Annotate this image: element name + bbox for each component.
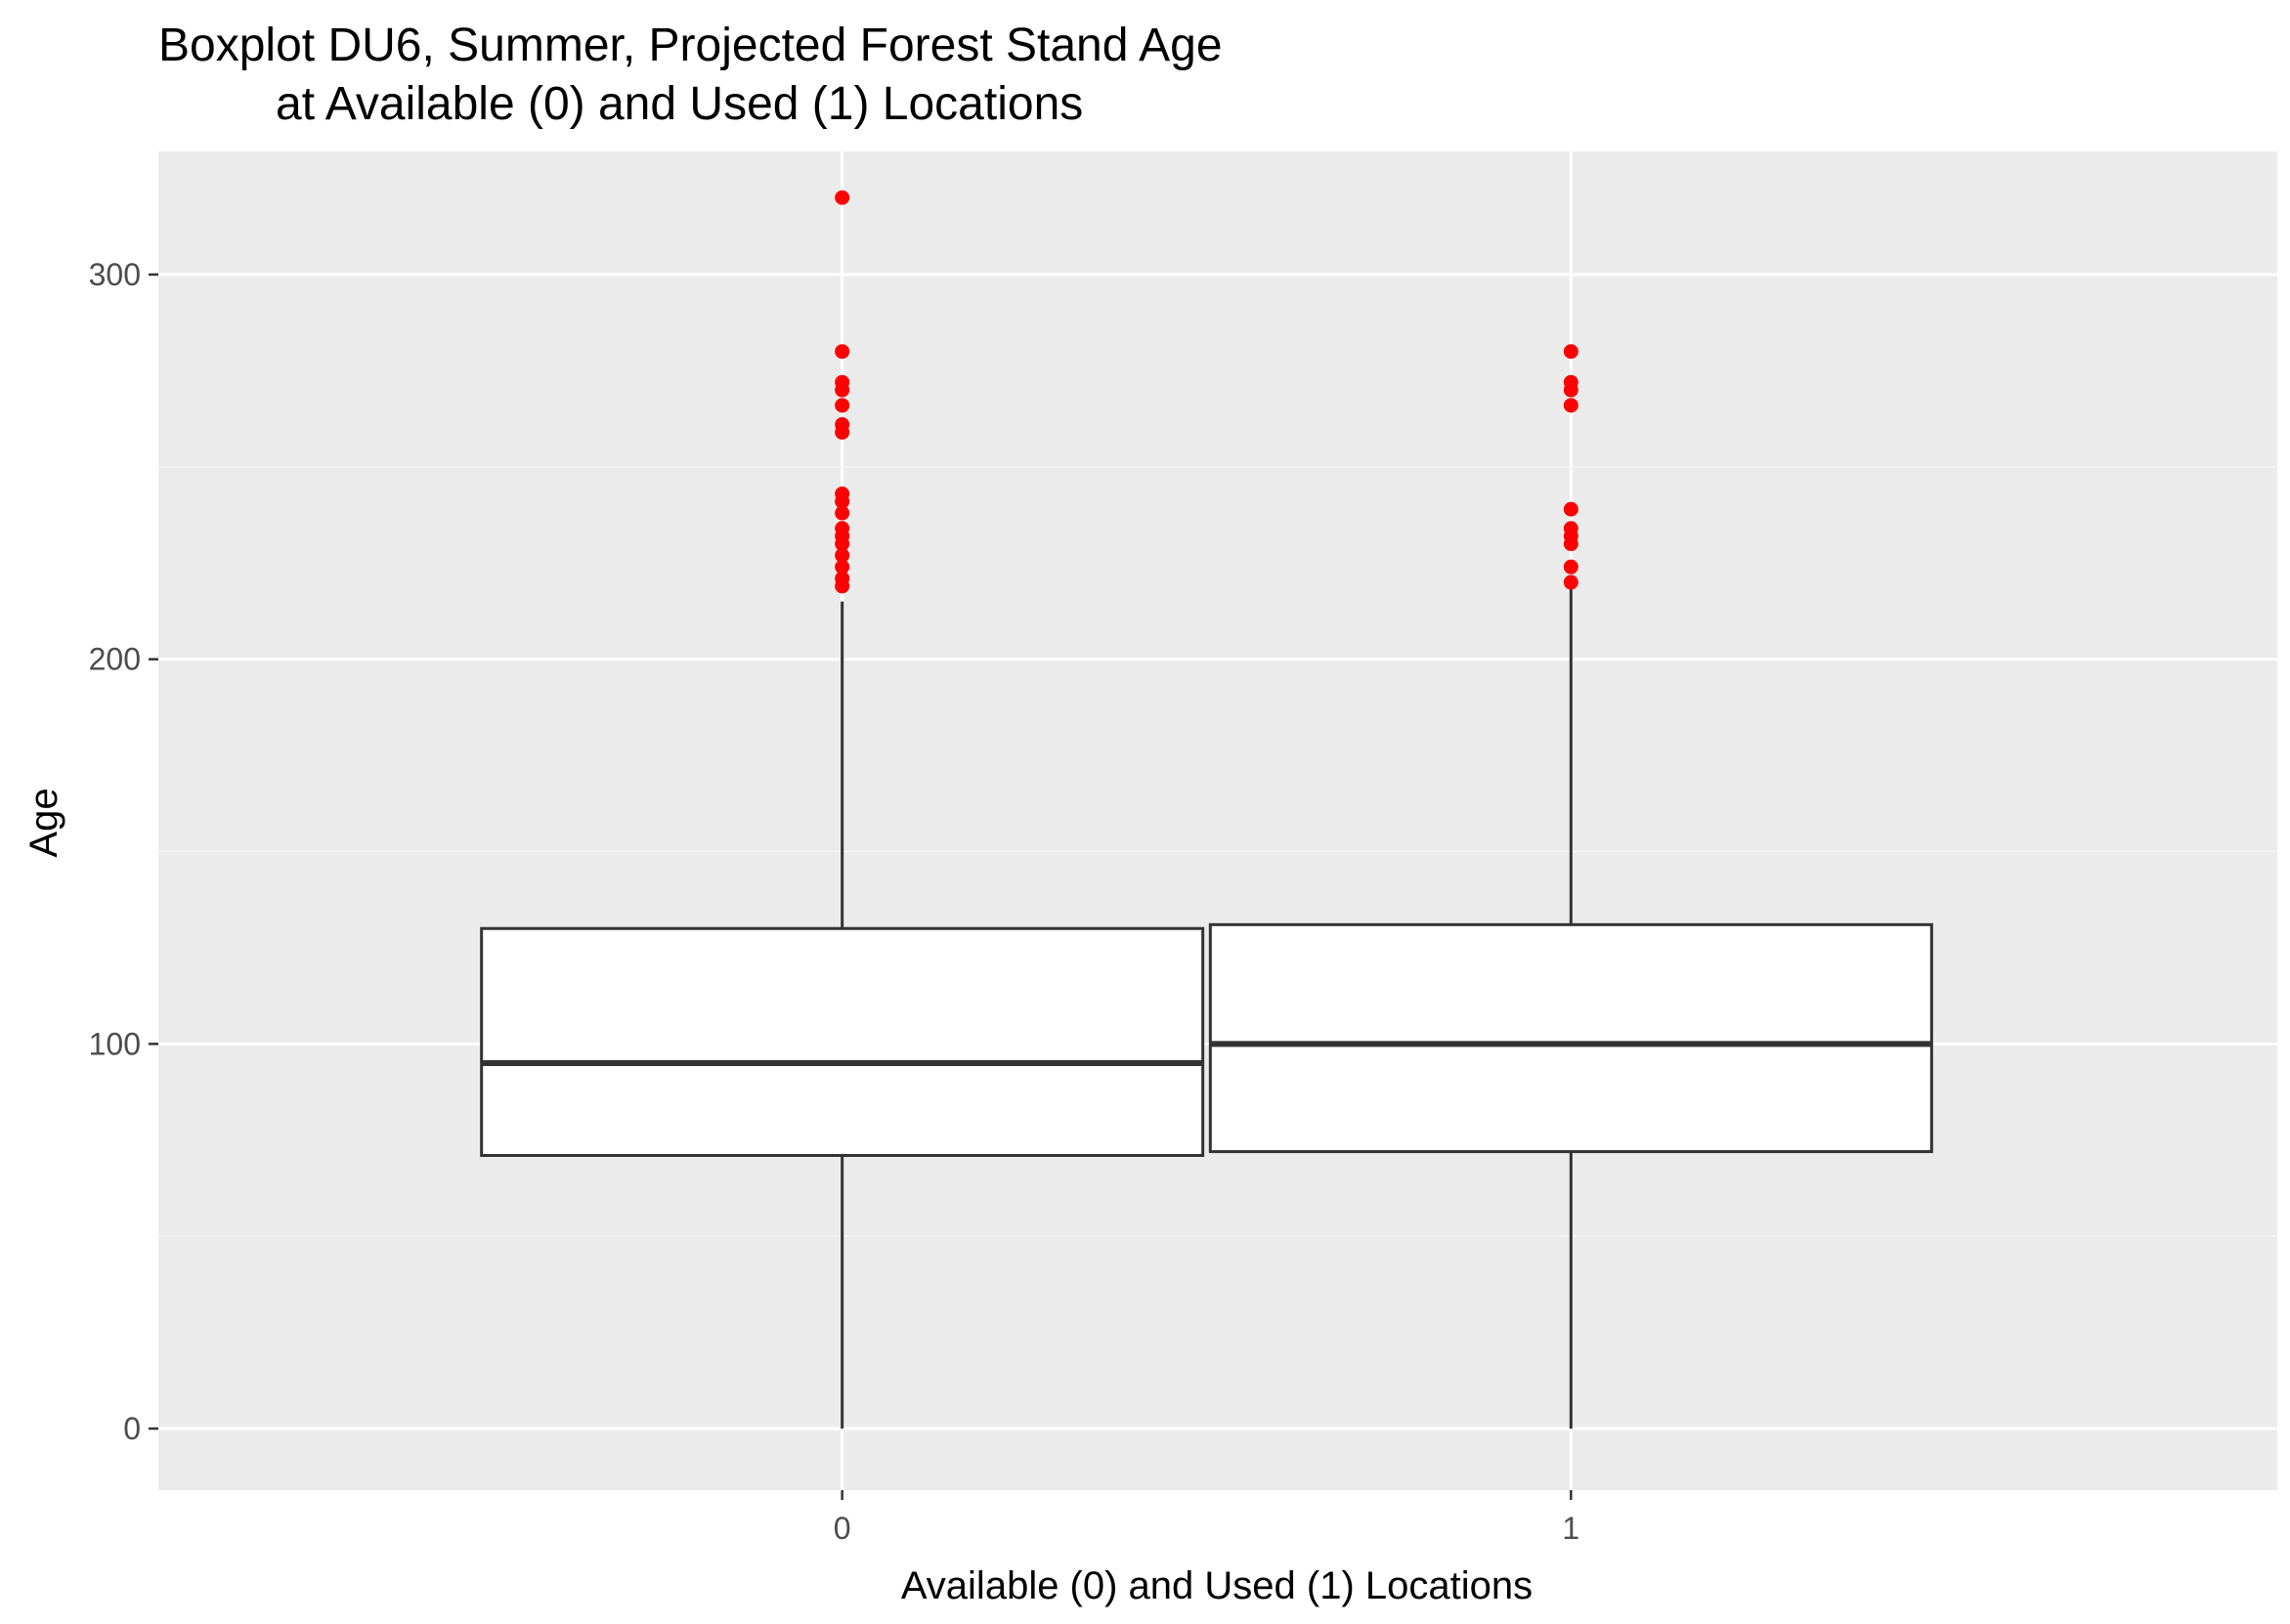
chart-title-line-2: at Available (0) and Used (1) Locations [276, 78, 1083, 130]
outlier-point [1563, 398, 1578, 413]
outlier-point [835, 344, 850, 360]
y-axis-title: Age [22, 788, 65, 857]
outlier-point [835, 493, 850, 509]
y-tick-label: 300 [89, 257, 141, 292]
y-tick-label: 0 [123, 1411, 141, 1446]
x-tick-label: 1 [1562, 1511, 1579, 1546]
x-axis-title: Available (0) and Used (1) Locations [901, 1564, 1533, 1607]
y-tick-label: 200 [89, 642, 141, 677]
outlier-point [835, 398, 850, 413]
outlier-point [1563, 575, 1578, 590]
outlier-point [1563, 559, 1578, 575]
outlier-point [835, 190, 850, 205]
plot-area: 0 100 200 300 0 1 [89, 151, 2277, 1546]
y-tick-label: 100 [89, 1026, 141, 1061]
outlier-point [835, 547, 850, 563]
x-tick-label: 0 [834, 1511, 851, 1546]
outlier-point [1563, 382, 1578, 398]
outlier-point [835, 505, 850, 521]
panel-background [158, 151, 2277, 1490]
box-iqr [1208, 922, 1933, 1154]
outlier-point [1563, 501, 1578, 517]
box-iqr [480, 926, 1205, 1157]
outlier-point [835, 382, 850, 398]
outlier-point [835, 559, 850, 575]
outlier-point [1563, 536, 1578, 552]
outlier-point [1563, 344, 1578, 360]
outlier-point [835, 578, 850, 594]
outlier-point [835, 536, 850, 552]
outlier-point [835, 424, 850, 440]
chart-title-line-1: Boxplot DU6, Summer, Projected Forest St… [158, 20, 1223, 71]
